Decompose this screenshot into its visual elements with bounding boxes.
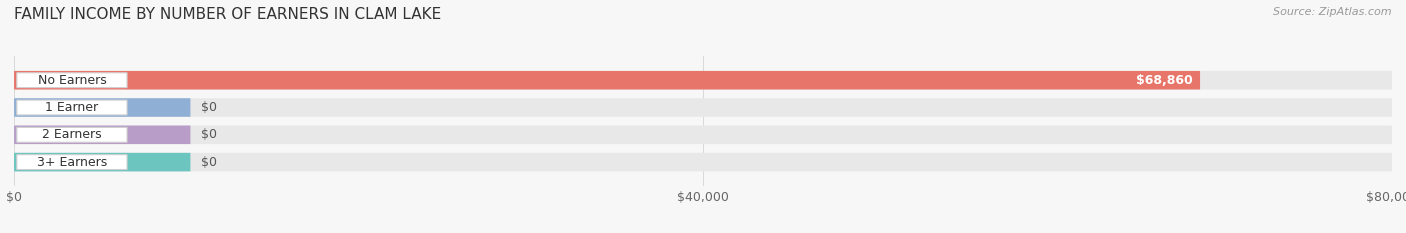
Text: 1 Earner: 1 Earner <box>45 101 98 114</box>
FancyBboxPatch shape <box>14 126 1392 144</box>
FancyBboxPatch shape <box>17 73 127 88</box>
Text: $68,860: $68,860 <box>1136 74 1194 87</box>
FancyBboxPatch shape <box>14 71 1392 89</box>
Text: Source: ZipAtlas.com: Source: ZipAtlas.com <box>1274 7 1392 17</box>
Text: No Earners: No Earners <box>38 74 107 87</box>
FancyBboxPatch shape <box>14 98 190 117</box>
Text: $0: $0 <box>201 128 218 141</box>
Text: FAMILY INCOME BY NUMBER OF EARNERS IN CLAM LAKE: FAMILY INCOME BY NUMBER OF EARNERS IN CL… <box>14 7 441 22</box>
FancyBboxPatch shape <box>14 71 1201 89</box>
FancyBboxPatch shape <box>14 126 190 144</box>
FancyBboxPatch shape <box>14 98 1392 117</box>
FancyBboxPatch shape <box>14 153 1392 171</box>
Text: 2 Earners: 2 Earners <box>42 128 101 141</box>
FancyBboxPatch shape <box>17 127 127 142</box>
Text: $0: $0 <box>201 156 218 169</box>
FancyBboxPatch shape <box>14 153 190 171</box>
Text: 3+ Earners: 3+ Earners <box>37 156 107 169</box>
FancyBboxPatch shape <box>17 155 127 170</box>
Text: $0: $0 <box>201 101 218 114</box>
FancyBboxPatch shape <box>17 100 127 115</box>
